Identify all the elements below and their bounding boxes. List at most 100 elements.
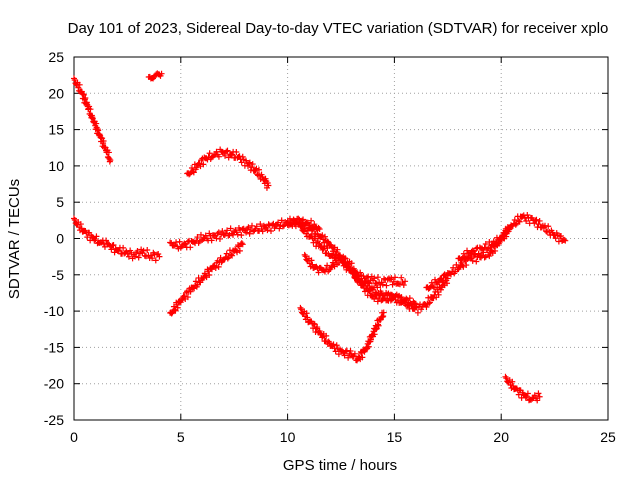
data-point: [223, 148, 230, 155]
data-point: [208, 237, 215, 244]
data-point: [545, 223, 552, 230]
data-point: [516, 218, 523, 225]
data-point: [360, 281, 367, 288]
data-point: [375, 322, 382, 329]
data-point: [523, 218, 530, 225]
data-point: [531, 220, 538, 227]
series-track-f: [167, 240, 246, 317]
data-point: [294, 215, 301, 222]
data-point: [341, 352, 348, 359]
data-point: [233, 149, 240, 156]
data-point: [245, 160, 252, 167]
data-point: [380, 309, 387, 316]
data-point: [503, 233, 510, 240]
data-point: [363, 274, 370, 281]
data-point: [140, 247, 147, 254]
grid-lines: [74, 57, 608, 420]
data-point: [227, 225, 234, 232]
series-track-m: [502, 373, 543, 404]
data-point: [190, 169, 197, 176]
data-point: [396, 299, 403, 306]
data-point: [187, 288, 194, 295]
data-point: [374, 274, 381, 281]
data-point: [427, 299, 433, 306]
y-tick-label: 20: [48, 85, 64, 101]
series-track-l: [455, 212, 569, 263]
data-point: [418, 306, 425, 313]
data-point: [212, 264, 219, 271]
data-point: [315, 269, 322, 276]
data-point: [308, 217, 315, 224]
data-point: [426, 300, 433, 307]
data-point: [278, 217, 285, 224]
data-points: [71, 70, 569, 404]
data-point: [512, 221, 519, 228]
data-point: [89, 234, 96, 241]
data-point: [239, 153, 246, 160]
data-point: [423, 304, 430, 311]
data-point: [214, 230, 221, 237]
x-axis-ticks: 0 5 10 15 20 25: [70, 57, 616, 445]
data-point: [156, 253, 163, 260]
data-point: [330, 341, 337, 348]
data-point: [206, 150, 213, 157]
data-point: [503, 375, 510, 382]
series-track-i: [297, 222, 419, 309]
data-point: [298, 306, 305, 313]
data-point: [215, 153, 222, 160]
data-point: [225, 232, 232, 239]
data-point: [196, 160, 203, 167]
data-point: [319, 334, 326, 341]
series-track-c: [184, 146, 272, 191]
data-point: [87, 106, 94, 113]
data-point: [206, 272, 213, 279]
data-point: [453, 261, 460, 268]
series-track-b: [145, 70, 165, 82]
data-point: [372, 292, 379, 299]
data-point: [366, 288, 373, 295]
data-point: [335, 259, 342, 266]
data-point: [239, 241, 246, 248]
data-point: [438, 275, 445, 282]
x-axis-label: GPS time / hours: [283, 457, 397, 474]
data-point: [308, 257, 315, 264]
data-point: [92, 236, 99, 243]
data-point: [305, 227, 312, 234]
data-point: [224, 227, 231, 234]
data-point: [535, 390, 542, 397]
data-point: [448, 271, 455, 278]
data-point: [365, 287, 372, 294]
data-point: [552, 235, 559, 242]
series-track-a: [71, 75, 114, 165]
data-point: [333, 251, 340, 258]
data-point: [319, 246, 326, 253]
data-point: [215, 263, 222, 270]
y-tick-label: -20: [44, 376, 64, 392]
data-point: [392, 296, 399, 303]
data-point: [227, 152, 234, 159]
data-point: [531, 392, 538, 399]
data-point: [132, 253, 139, 260]
data-point: [290, 217, 297, 224]
data-point: [238, 232, 245, 239]
data-point: [366, 280, 373, 287]
data-point: [93, 233, 100, 240]
data-point: [192, 278, 199, 285]
data-point: [511, 217, 518, 224]
data-point: [101, 243, 108, 250]
data-point: [536, 217, 543, 224]
data-point: [533, 216, 540, 223]
data-point: [475, 250, 482, 257]
data-point: [107, 157, 114, 164]
data-point: [208, 266, 215, 273]
data-point: [286, 215, 293, 222]
data-point: [234, 249, 241, 256]
data-point: [124, 251, 131, 258]
data-point: [392, 274, 399, 281]
x-tick-label: 25: [600, 429, 616, 445]
data-point: [321, 233, 328, 240]
data-point: [279, 223, 286, 230]
data-point: [362, 283, 369, 290]
data-point: [463, 262, 470, 269]
data-point: [187, 244, 194, 251]
